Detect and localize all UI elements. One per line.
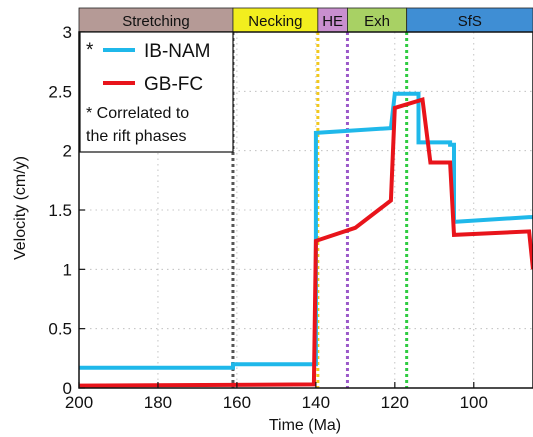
phase-band-stretching xyxy=(78,7,234,33)
legend: * IB-NAM GB-FC * Correlated to the rift … xyxy=(79,31,234,153)
phase-label-exh: Exh xyxy=(364,13,390,30)
legend-marker-ib-nam: * xyxy=(86,40,94,61)
x-tick-label: 160 xyxy=(223,393,251,412)
series-lines xyxy=(78,91,533,388)
y-tick-label: 0.5 xyxy=(48,320,72,339)
series-line-ib-nam xyxy=(79,91,533,370)
y-tick-label: 1 xyxy=(63,260,72,279)
phase-label-sfs: SfS xyxy=(458,13,482,30)
phase-label-necking: Necking xyxy=(248,13,302,30)
legend-note-line2: the rift phases xyxy=(86,128,187,145)
legend-label-ib-nam: IB-NAM xyxy=(144,41,211,62)
y-tick-label: 2 xyxy=(63,142,72,161)
x-tick-label: 180 xyxy=(144,393,172,412)
y-tick-label: 3 xyxy=(63,23,72,42)
phase-label-stretching: Stretching xyxy=(122,13,190,30)
phase-label-he: HE xyxy=(322,13,343,30)
legend-label-gb-fc: GB-FC xyxy=(144,74,203,95)
y-tick-label: 1.5 xyxy=(48,201,72,220)
x-tick-label: 140 xyxy=(302,393,330,412)
rift-phase-band: Stretching Necking HE Exh SfS xyxy=(78,7,533,33)
y-tick-label: 0 xyxy=(63,379,72,398)
x-tick-label: 100 xyxy=(460,393,488,412)
phase-band-necking xyxy=(232,7,319,33)
legend-note-line1: * Correlated to xyxy=(86,105,189,122)
x-tick-label: 200 xyxy=(65,393,93,412)
y-tick-label: 2.5 xyxy=(48,82,72,101)
x-axis-title: Time (Ma) xyxy=(269,417,341,434)
y-axis-title: Velocity (cm/y) xyxy=(12,156,29,260)
axes: 200 180 160 140 120 100 0 0.5 1 1.5 2 2.5 3 xyxy=(48,23,488,412)
series-line-gb-fc xyxy=(78,97,533,388)
x-tick-label: 120 xyxy=(381,393,409,412)
